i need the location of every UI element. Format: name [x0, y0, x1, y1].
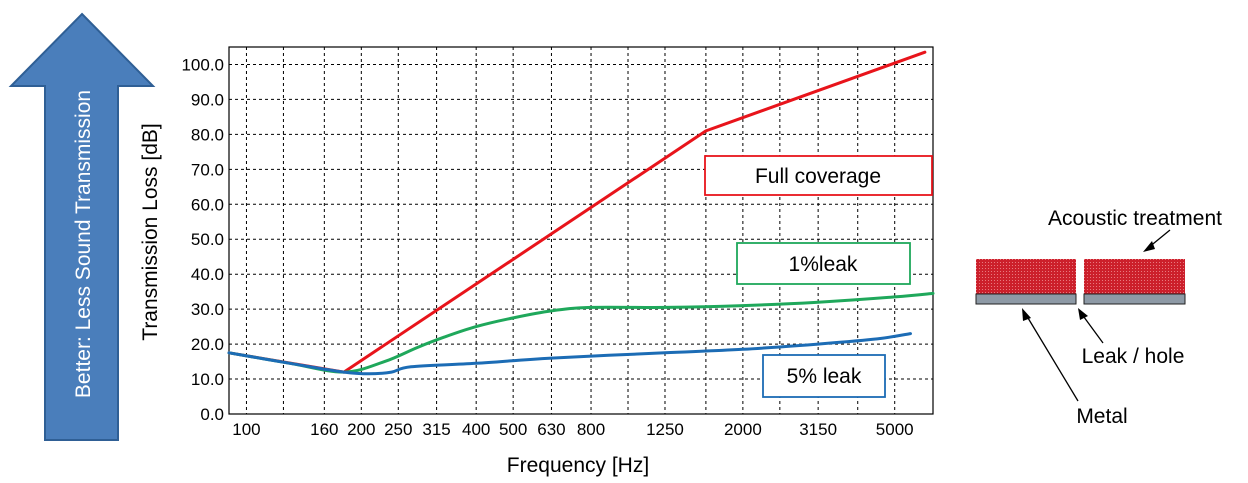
x-tick-label: 200	[347, 420, 375, 439]
leak-hole-label: Leak / hole	[1082, 345, 1185, 368]
y-tick-label: 70.0	[191, 160, 224, 179]
x-tick-label: 2000	[724, 420, 762, 439]
y-tick-label: 80.0	[191, 125, 224, 144]
x-tick-label: 100	[232, 420, 260, 439]
x-tick-label: 400	[462, 420, 490, 439]
metal-pointer-line	[1024, 312, 1079, 402]
y-tick-label: 100.0	[181, 55, 224, 74]
x-tick-label: 250	[384, 420, 412, 439]
y-tick-label: 10.0	[191, 370, 224, 389]
x-axis-ticks: 100 160 200 250 315 400 500 630 800 1250 2000 3150 5…	[232, 420, 913, 439]
treatment-pointer-head	[1143, 241, 1155, 252]
annotation-1pct-leak: 1%leak	[736, 242, 911, 285]
y-axis-ticks: 0.0 10.0 20.0 30.0 40.0 50.0 60.0 70.0 80.0 90.0 1…	[181, 55, 224, 424]
plot-grid	[229, 47, 933, 415]
series-lines	[227, 50, 935, 376]
better-arrow-label: Better: Less Sound Transmission	[72, 90, 95, 398]
y-tick-label: 40.0	[191, 265, 224, 284]
x-tick-label: 800	[577, 420, 605, 439]
x-tick-label: 160	[310, 420, 338, 439]
annotation-full-coverage-label: Full coverage	[755, 165, 881, 188]
treatment-block-left	[976, 259, 1076, 294]
x-axis-title: Frequency [Hz]	[507, 454, 649, 477]
annotation-1pct-leak-label: 1%leak	[789, 253, 858, 276]
x-tick-label: 630	[537, 420, 565, 439]
leak-pointer-line	[1080, 312, 1104, 344]
plot-frame	[228, 46, 934, 415]
y-tick-label: 0.0	[200, 405, 224, 424]
transmission-loss-chart: 0.0 10.0 20.0 30.0 40.0 50.0 60.0 70.0 80.0 90.0 1…	[139, 46, 935, 477]
metal-plate-left	[975, 293, 1077, 305]
x-tick-label: 315	[422, 420, 450, 439]
x-tick-label: 1250	[646, 420, 684, 439]
treatment-block-right	[1084, 259, 1185, 294]
annotation-5pct-leak-label: 5% leak	[787, 365, 862, 388]
five-percent-leak-line	[227, 332, 912, 376]
annotation-full-coverage: Full coverage	[704, 155, 933, 196]
x-tick-label: 500	[499, 420, 527, 439]
better-arrow-shape	[8, 12, 156, 441]
annotation-5pct-leak: 5% leak	[762, 354, 886, 398]
plot-background	[229, 47, 933, 414]
x-tick-label: 3150	[799, 420, 837, 439]
metal-pointer-head	[1022, 308, 1031, 321]
metal-plate-right	[1083, 293, 1186, 305]
better-arrow: Better: Less Sound Transmission	[8, 12, 156, 441]
metal-label: Metal	[1076, 405, 1127, 428]
y-tick-label: 60.0	[191, 195, 224, 214]
x-tick-label: 5000	[876, 420, 914, 439]
y-tick-label: 30.0	[191, 300, 224, 319]
acoustic-treatment-label: Acoustic treatment	[1048, 207, 1222, 230]
y-tick-label: 20.0	[191, 335, 224, 354]
y-axis-title: Transmission Loss [dB]	[139, 123, 162, 340]
leak-pointer-head	[1078, 308, 1088, 320]
leak-diagram: Acoustic treatment Leak / hole Metal	[975, 207, 1222, 428]
y-tick-label: 90.0	[191, 90, 224, 109]
one-percent-leak-line	[227, 291, 935, 374]
y-tick-label: 50.0	[191, 230, 224, 249]
